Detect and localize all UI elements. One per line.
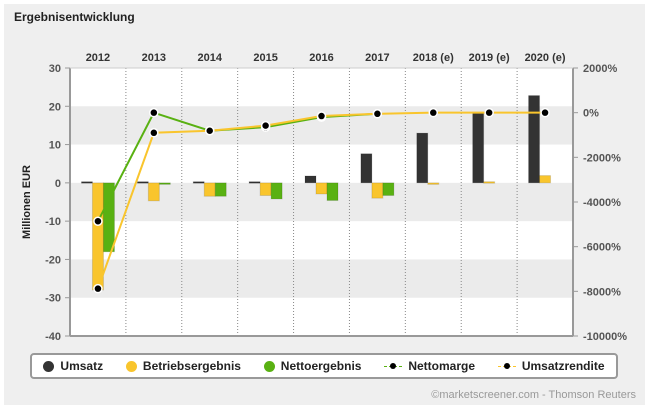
legend-line-marker-icon	[497, 362, 516, 370]
legend-item-nettoergebnis[interactable]: Nettoergebnis	[263, 359, 362, 373]
x-tick-label: 2019 (e)	[469, 52, 510, 64]
point-umsatzrendite	[316, 111, 327, 121]
legend-item-umsatzrendite[interactable]: Umsatzrendite	[497, 359, 605, 373]
point-umsatzrendite	[428, 107, 439, 118]
bar-umsatz	[192, 181, 205, 184]
legend-dot-icon	[43, 360, 55, 372]
x-tick-label: 2018 (e)	[413, 52, 454, 64]
point-umsatzrendite	[372, 109, 383, 119]
bar-betriebsergebnis	[427, 182, 440, 185]
legend-dot-icon	[125, 360, 137, 372]
bar-umsatz	[360, 153, 373, 184]
point-nettomarge	[149, 107, 159, 118]
y2-tick-label: -4000%	[583, 197, 621, 209]
y-tick-label: -30	[45, 293, 61, 305]
bar-umsatz	[472, 111, 485, 184]
y2-tick-label: -10000%	[583, 331, 627, 343]
y-tick-label: 20	[49, 101, 61, 113]
bar-nettoergebnis	[158, 182, 171, 185]
bar-umsatz	[248, 181, 261, 184]
grid-band	[70, 259, 573, 298]
bar-nettoergebnis	[214, 182, 227, 197]
point-umsatzrendite	[540, 107, 550, 118]
y-tick-label: 30	[49, 63, 61, 75]
bar-nettoergebnis	[102, 182, 115, 253]
bar-umsatz	[304, 175, 317, 184]
x-tick-label: 2016	[309, 52, 333, 64]
y-tick-label: 0	[55, 178, 61, 190]
legend-item-nettomarge[interactable]: Nettomarge	[384, 359, 475, 373]
y-tick-label: -40	[45, 331, 61, 343]
point-umsatzrendite	[93, 283, 103, 294]
x-tick-label: 2013	[142, 52, 166, 64]
bar-betriebsergebnis	[259, 182, 272, 196]
legend-line-marker-icon	[384, 362, 403, 370]
y-tick-label: -10	[45, 216, 61, 228]
y2-tick-label: -2000%	[583, 152, 621, 164]
y2-tick-label: 0%	[583, 108, 599, 120]
y-tick-label: 10	[49, 140, 61, 152]
x-tick-label: 2012	[86, 52, 110, 64]
x-tick-label: 2015	[253, 52, 277, 64]
bar-nettoergebnis	[382, 182, 395, 196]
x-tick-label: 2014	[197, 52, 222, 64]
bar-betriebsergebnis	[203, 182, 216, 197]
legend-dot-icon	[263, 360, 275, 372]
y2-tick-label: -8000%	[583, 286, 621, 298]
y2-tick-label: -6000%	[583, 242, 621, 254]
bar-betriebsergebnis	[539, 175, 552, 184]
point-umsatzrendite	[204, 126, 215, 136]
bar-betriebsergebnis	[147, 182, 160, 202]
legend-item-betriebsergebnis[interactable]: Betriebsergebnis	[125, 359, 241, 373]
point-umsatzrendite	[149, 128, 159, 138]
x-tick-label: 2020 (e)	[525, 52, 566, 64]
source-credit: ©marketscreener.com - Thomson Reuters	[431, 389, 636, 401]
bar-umsatz	[528, 95, 541, 184]
point-umsatzrendite	[484, 107, 494, 118]
x-tick-label: 2017	[365, 52, 389, 64]
bar-betriebsergebnis	[371, 182, 384, 199]
legend-label: Betriebsergebnis	[142, 359, 241, 373]
legend-label: Umsatzrendite	[521, 359, 605, 373]
bar-umsatz	[136, 181, 149, 184]
legend-label: Nettoergebnis	[280, 359, 362, 373]
legend-item-umsatz[interactable]: Umsatz	[43, 359, 103, 373]
bar-umsatz	[80, 181, 93, 184]
chart-title: Ergebnisentwicklung	[14, 10, 135, 24]
y-tick-label: -20	[45, 254, 61, 266]
bar-umsatz	[416, 132, 429, 184]
point-umsatzrendite	[260, 120, 271, 131]
bar-betriebsergebnis	[91, 182, 104, 291]
legend-label: Umsatz	[60, 359, 104, 373]
legend-label: Nettomarge	[408, 359, 475, 373]
y2-tick-label: 2000%	[583, 63, 617, 75]
bar-nettoergebnis	[270, 182, 283, 200]
bar-betriebsergebnis	[315, 182, 328, 195]
bar-nettoergebnis	[326, 182, 339, 201]
legend: Umsatz Betriebsergebnis Nettoergebnis Ne…	[30, 353, 618, 379]
y-axis-label: Millionen EUR	[21, 165, 33, 239]
bar-betriebsergebnis	[483, 181, 496, 184]
point-nettomarge	[93, 216, 103, 226]
